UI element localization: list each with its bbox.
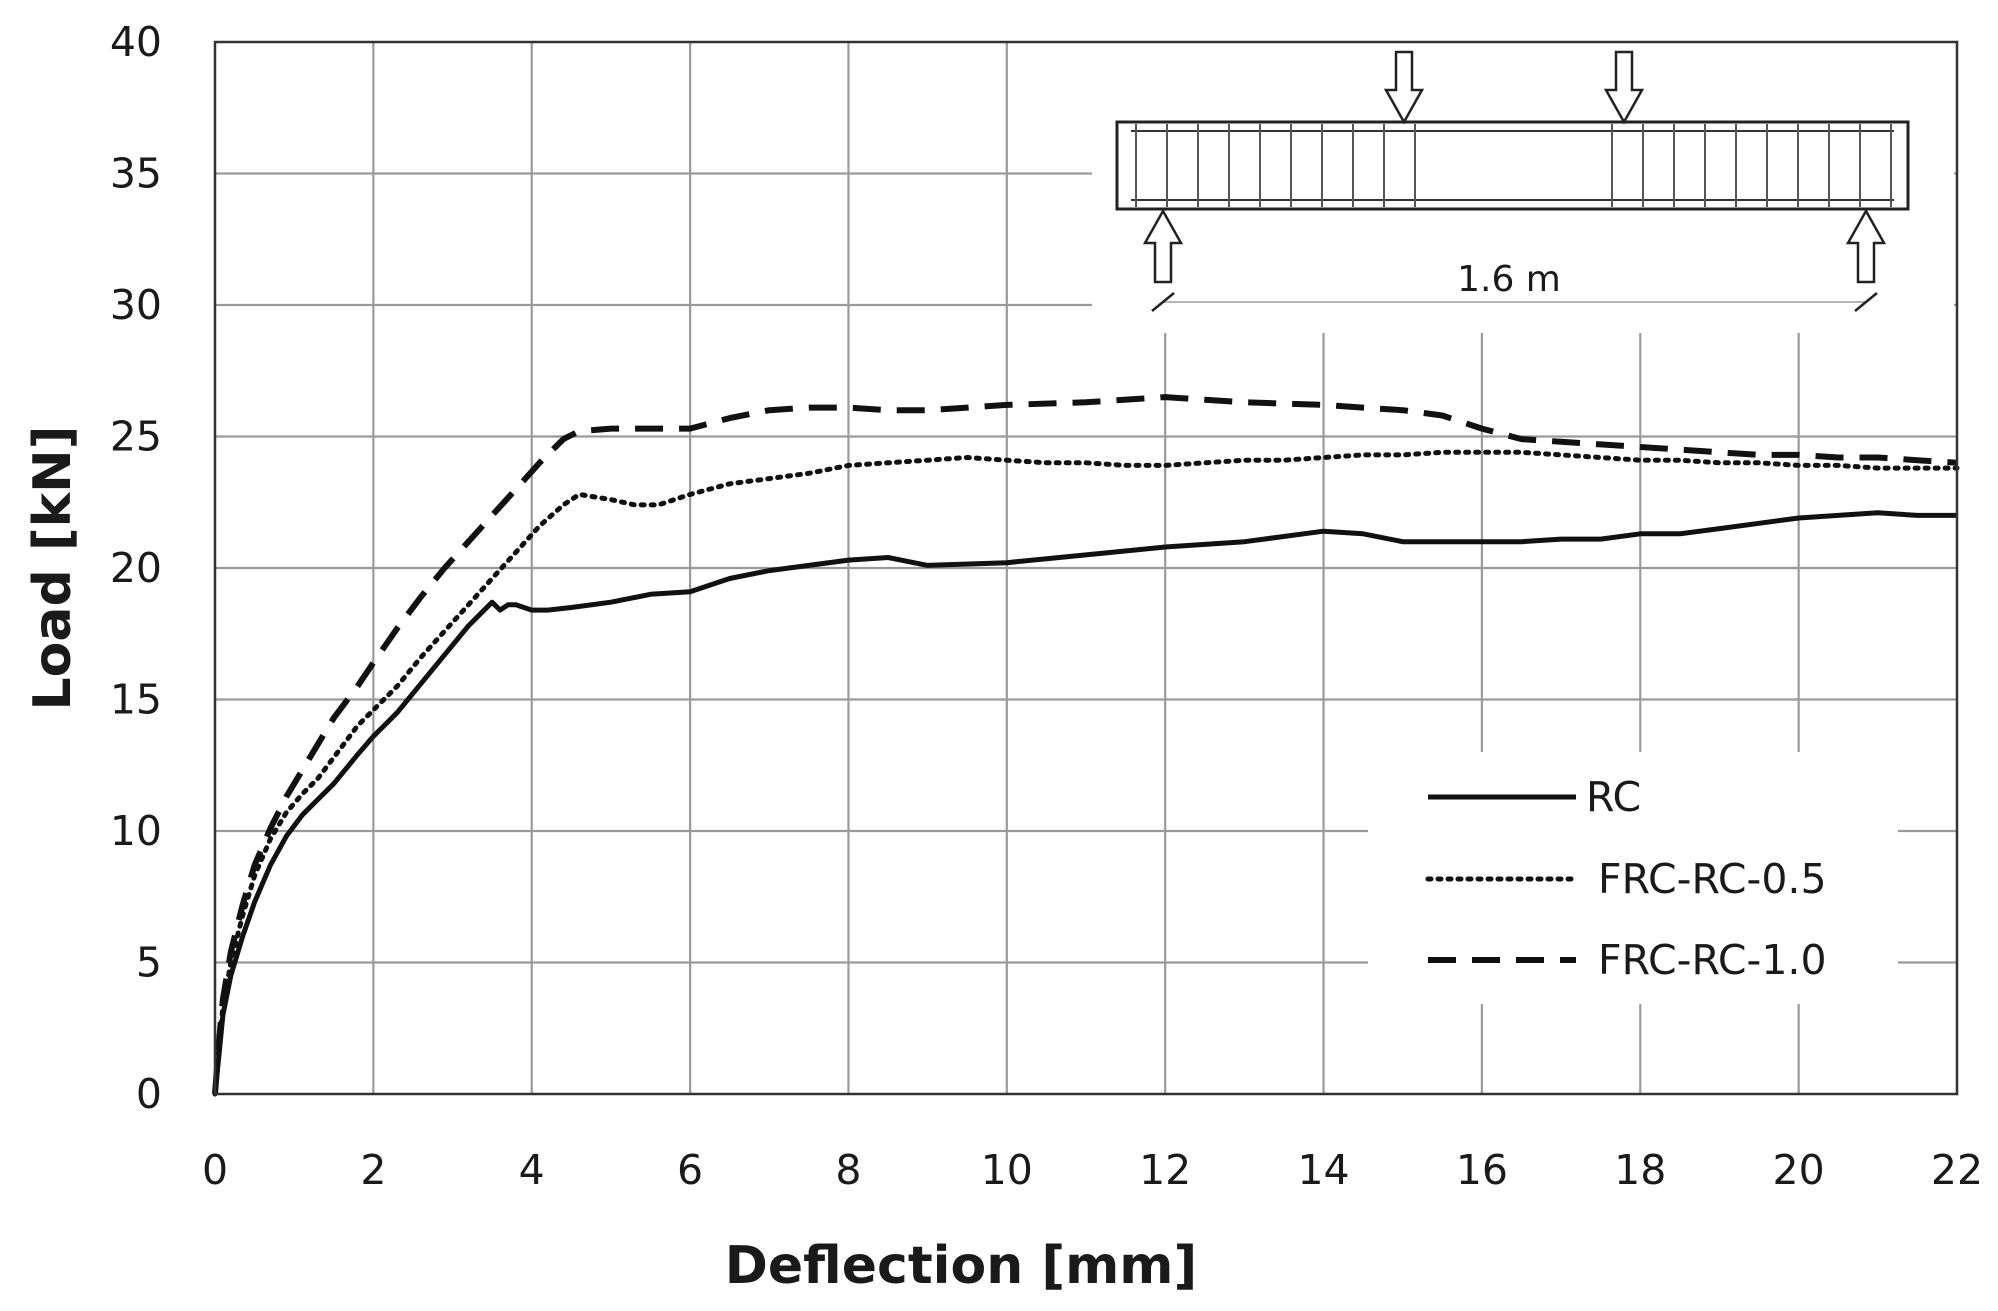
legend-label-frc-rc-0-5: FRC-RC-0.5 xyxy=(1598,855,1827,903)
y-tick-label: 10 xyxy=(110,807,162,855)
x-tick-label: 4 xyxy=(519,1146,545,1194)
y-tick-label: 40 xyxy=(110,18,162,66)
y-tick-label: 15 xyxy=(110,676,162,724)
beam-diagram-inset: 1.6 m xyxy=(1092,38,1954,333)
x-tick-label: 10 xyxy=(981,1146,1033,1194)
stirrups xyxy=(1135,124,1892,207)
x-tick-label: 6 xyxy=(677,1146,703,1194)
legend-label-frc-rc-1-0: FRC-RC-1.0 xyxy=(1598,936,1827,984)
load-arrow-icon xyxy=(1383,50,1425,125)
series-line-rc xyxy=(212,510,1957,1095)
x-tick-label: 14 xyxy=(1297,1146,1349,1194)
y-axis-title: Load [kN] xyxy=(23,426,83,711)
load-arrow-icon xyxy=(1603,50,1645,125)
data-series xyxy=(212,394,1960,1097)
series-line-frc-rc-1-0 xyxy=(212,394,1958,1095)
legend-label-rc: RC xyxy=(1586,773,1641,821)
x-axis-title: Deflection [mm] xyxy=(725,1236,1198,1296)
series-line-frc-rc-0-5 xyxy=(212,449,1960,1097)
x-axis-ticks: 0 2 4 6 8 10 12 14 16 18 20 22 xyxy=(202,1146,1983,1194)
support-arrow-icon xyxy=(1142,208,1184,284)
y-tick-label: 35 xyxy=(110,150,162,198)
beam-outline xyxy=(1115,120,1910,211)
y-tick-label: 0 xyxy=(136,1070,162,1118)
span-length-label: 1.6 m xyxy=(1457,259,1561,300)
span-dimension-tick xyxy=(1854,292,1878,312)
x-tick-label: 8 xyxy=(835,1146,861,1194)
y-axis-ticks: 0 5 10 15 20 25 30 35 40 xyxy=(110,18,162,1118)
support-arrow-icon xyxy=(1845,208,1887,284)
y-tick-label: 5 xyxy=(136,939,162,987)
y-tick-label: 20 xyxy=(110,544,162,592)
x-tick-label: 20 xyxy=(1773,1146,1825,1194)
y-tick-label: 25 xyxy=(110,413,162,461)
x-tick-label: 18 xyxy=(1614,1146,1666,1194)
plot-frame xyxy=(213,40,1959,1096)
y-tick-label: 30 xyxy=(110,281,162,329)
x-tick-label: 22 xyxy=(1931,1146,1983,1194)
x-tick-label: 12 xyxy=(1139,1146,1191,1194)
x-tick-label: 16 xyxy=(1456,1146,1508,1194)
x-tick-label: 0 xyxy=(202,1146,228,1194)
legend: RC FRC-RC-0.5 FRC-RC-1.0 xyxy=(1368,752,1898,1004)
x-tick-label: 2 xyxy=(360,1146,386,1194)
span-dimension-tick xyxy=(1151,292,1175,312)
